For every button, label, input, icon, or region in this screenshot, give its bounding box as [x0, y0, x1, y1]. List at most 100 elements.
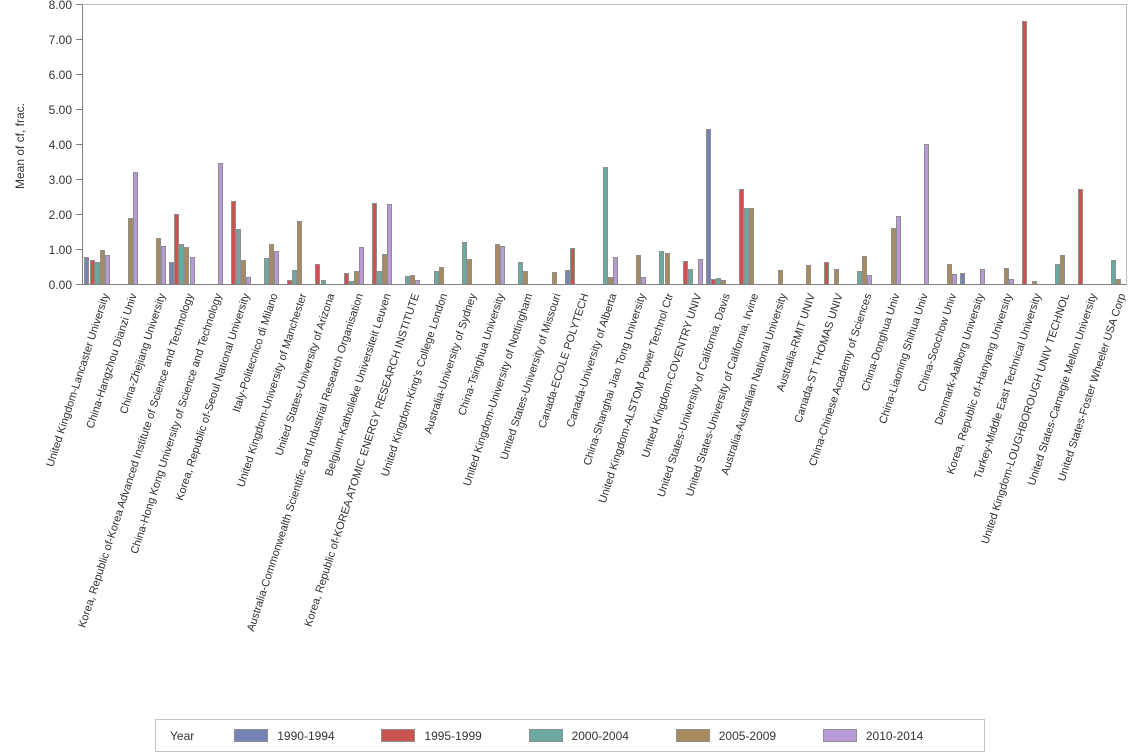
bar: [641, 277, 647, 284]
bar: [710, 279, 716, 284]
bar: [246, 276, 252, 284]
bar: [834, 268, 840, 284]
bar: [862, 256, 868, 284]
bar: [84, 257, 90, 284]
bar: [659, 251, 665, 284]
legend-label: 1995-1999: [424, 728, 482, 743]
bar: [500, 245, 506, 284]
y-axis-tick-label: 4.00: [48, 137, 72, 152]
y-axis-tick-mark: [76, 39, 82, 40]
bar: [551, 272, 557, 284]
bar: [161, 245, 167, 284]
bar: [217, 162, 223, 284]
legend-label: 2000-2004: [571, 728, 629, 743]
y-axis-tick-label: 0.00: [48, 277, 72, 292]
bar: [410, 274, 416, 284]
bar: [1078, 188, 1084, 284]
bar: [240, 259, 246, 284]
legend-label: 1990-1994: [277, 728, 335, 743]
bar: [636, 254, 642, 284]
bar: [353, 271, 359, 284]
bar: [721, 280, 727, 284]
bar: [705, 128, 711, 284]
bar: [744, 207, 750, 284]
bar: [523, 270, 529, 284]
bar: [174, 214, 180, 284]
bar: [613, 257, 619, 284]
bar: [867, 275, 873, 284]
bar: [371, 203, 377, 284]
bar: [315, 264, 321, 284]
bar: [1031, 280, 1037, 284]
y-axis-tick-label: 2.00: [48, 207, 72, 222]
bar: [274, 250, 280, 284]
bar: [959, 273, 965, 284]
legend-items: 1990-1994 1995-1999 2000-2004 2005-2009 2010…: [234, 729, 970, 743]
bar: [687, 268, 693, 284]
legend-item: 1995-1999: [381, 729, 528, 743]
bar: [104, 254, 110, 284]
bar: [133, 171, 139, 284]
bar: [1003, 268, 1009, 284]
bar: [777, 270, 783, 284]
y-axis-tick-mark: [76, 4, 82, 5]
y-axis-tick-mark: [76, 214, 82, 215]
legend-item: 2000-2004: [528, 728, 676, 743]
bar: [1116, 278, 1122, 284]
bar: [823, 262, 829, 284]
bar: [269, 243, 275, 284]
bar: [359, 246, 364, 284]
y-axis-tick-mark: [76, 179, 82, 180]
legend-swatch: [381, 729, 416, 742]
bar: [1008, 279, 1014, 284]
bar: [749, 208, 755, 284]
bar: [664, 252, 670, 284]
bar: [179, 244, 185, 284]
bar: [382, 253, 388, 284]
bar: [603, 166, 608, 284]
legend-swatch: [234, 729, 269, 742]
bar: [952, 274, 958, 284]
legend: Year 1990-1994 1995-1999 2000-2004 2005-200…: [155, 719, 985, 752]
y-axis-tick-label: 7.00: [48, 32, 72, 47]
bar: [569, 247, 575, 284]
bar: [127, 217, 133, 284]
bar: [715, 278, 721, 284]
bar: [1054, 264, 1060, 284]
legend-item: 2005-2009: [675, 729, 823, 743]
bar: [857, 271, 863, 284]
bar: [230, 200, 236, 284]
bar: [433, 270, 439, 284]
y-axis-title: Mean of cf, frac.: [13, 102, 27, 190]
bar: [466, 258, 472, 284]
bar: [99, 250, 105, 284]
bar: [564, 270, 570, 284]
legend-swatch: [528, 729, 563, 742]
bar: [739, 189, 745, 284]
bar: [377, 271, 383, 284]
bar: [415, 279, 421, 284]
legend-item: 2010-2014: [822, 729, 970, 743]
legend-item: 1990-1994: [234, 729, 381, 743]
plot-area: [82, 4, 1127, 285]
y-axis-tick-label: 3.00: [48, 172, 72, 187]
bar: [518, 261, 524, 284]
bar: [297, 221, 303, 284]
bar: [387, 203, 393, 284]
bar: [980, 268, 986, 284]
bar: [682, 260, 688, 284]
bar: [895, 216, 901, 284]
y-axis-tick-mark: [76, 249, 82, 250]
legend-swatch: [822, 729, 857, 742]
bar: [890, 228, 896, 284]
bar: [287, 279, 293, 284]
bar: [320, 279, 326, 284]
y-axis-tick-label: 6.00: [48, 67, 72, 82]
y-axis-tick-label: 5.00: [48, 102, 72, 117]
y-axis-tick-mark: [76, 144, 82, 145]
bar: [697, 258, 703, 284]
bar: [495, 244, 501, 284]
bar: [343, 272, 349, 284]
bar: [461, 241, 467, 284]
